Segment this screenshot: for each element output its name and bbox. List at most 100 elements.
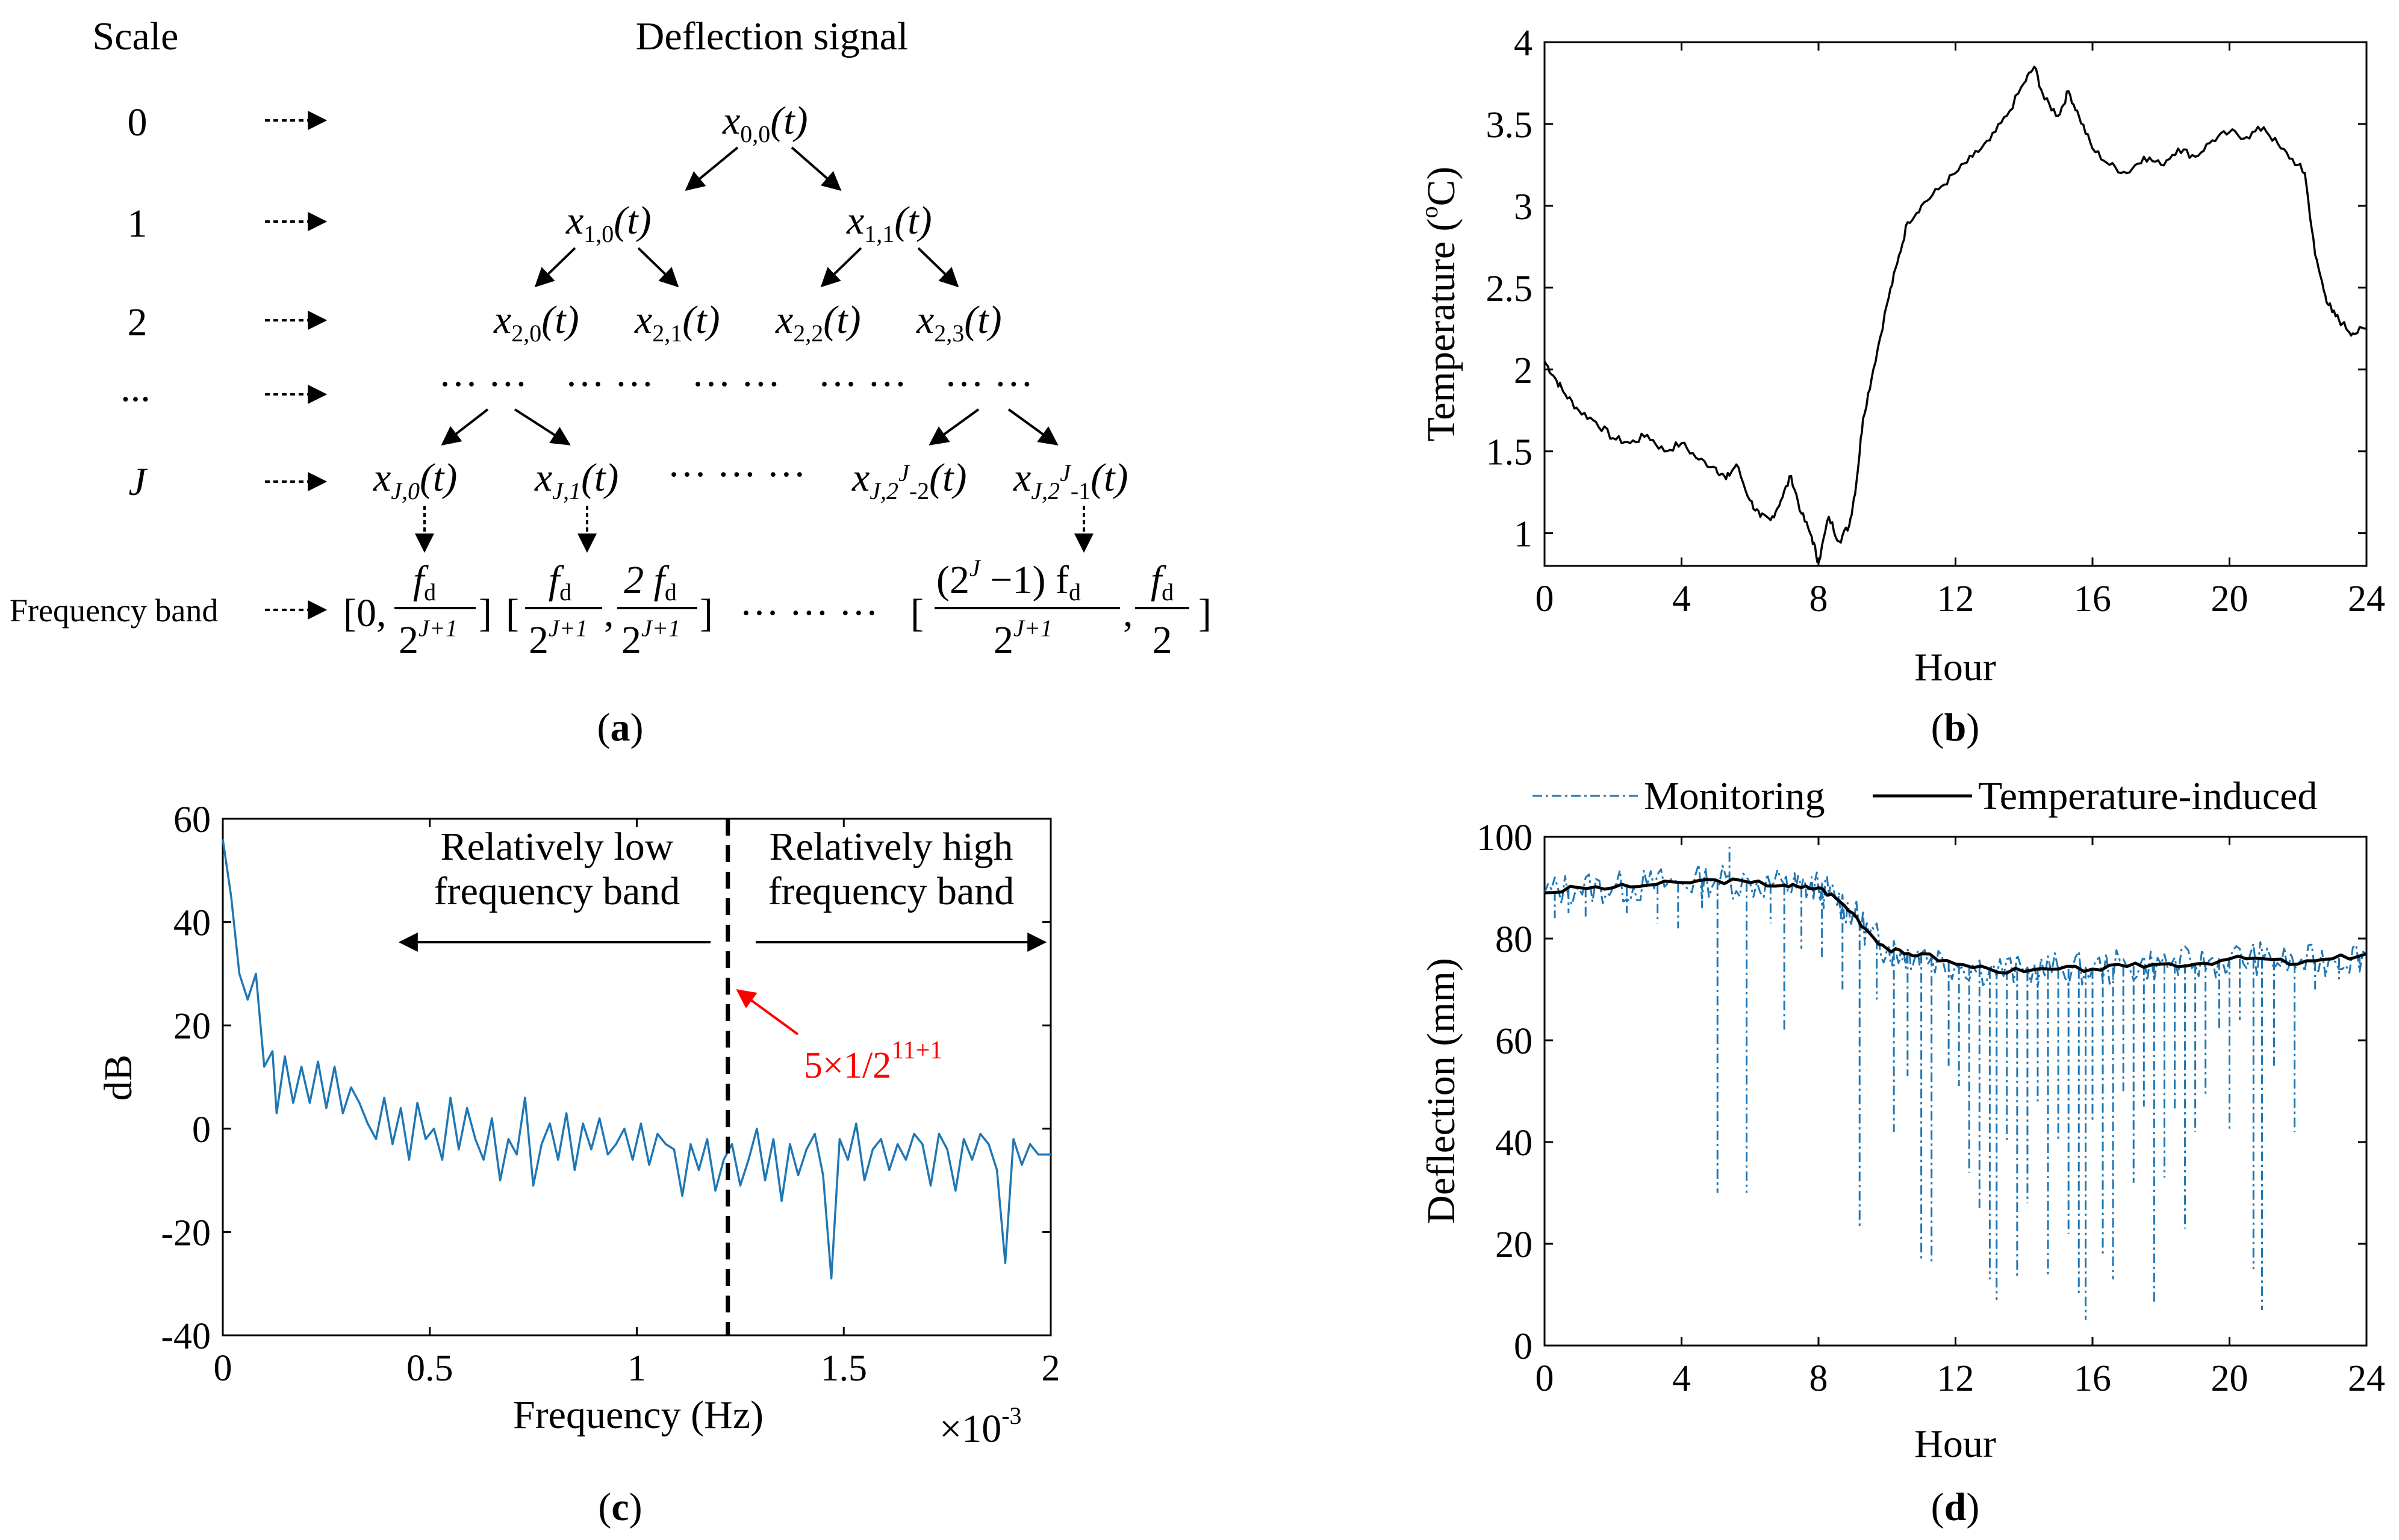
plot-frame-b <box>1543 41 2368 567</box>
node-x21: x2,1(t) <box>634 298 720 347</box>
x-tick-label-c-1: 0.5 <box>406 1348 453 1389</box>
x-tick-label-b-4: 16 <box>2074 579 2111 619</box>
band-down-arrows <box>415 506 1094 553</box>
band3-open: [ <box>910 591 924 635</box>
band3-den: 2J+1 <box>994 615 1053 662</box>
legend-label-monitoring: Monitoring <box>1644 774 1825 818</box>
annotation-low-line1: Relatively low <box>441 825 674 869</box>
caption-d: (d) <box>1931 1485 1980 1529</box>
y-axis-label-d: Deflection (mm) <box>1419 958 1463 1224</box>
node-x22: x2,2(t) <box>775 298 861 347</box>
annotation-high-line1: Relatively high <box>769 825 1013 869</box>
frequency-bands: [0, fd 2J+1 ] [ fd 2J+1 , 2 fd 2J+1 ] ··… <box>343 554 1212 662</box>
band3-num: (2J −1) fd <box>936 554 1081 606</box>
y-tick-label-b-6: 4 <box>1514 23 1532 64</box>
x-tick-label-d-0: 0 <box>1536 1358 1554 1399</box>
dots-1: ··· ··· <box>438 362 527 406</box>
plot-frame-d <box>1543 836 2368 1347</box>
series-line-spectrum <box>222 839 1051 1280</box>
node-x10: x1,0(t) <box>565 199 652 247</box>
node-x11: x1,1(t) <box>846 199 932 247</box>
x-tick-label-d-1: 4 <box>1672 1358 1691 1399</box>
frequency-band-label: Frequency band <box>10 592 218 629</box>
tree-arrow-10-21 <box>637 247 679 288</box>
x-tick-label-b-6: 24 <box>2348 579 2385 619</box>
caption-a: (a) <box>597 706 644 750</box>
y-tick-label-c-0: -40 <box>161 1316 211 1357</box>
panel-d-chart: 0 4 8 12 16 20 24 0 20 40 60 80 100 Monitoring Tempe… <box>1419 774 2385 1529</box>
tree-arrows <box>441 146 1059 446</box>
x-tick-label-c-2: 1 <box>627 1348 646 1389</box>
tree-arrow-dots-j1 <box>514 408 571 446</box>
x-axis-label-c: Frequency (Hz) <box>513 1393 764 1437</box>
x-tick-label-b-0: 0 <box>1536 579 1554 619</box>
dots-4: ··· ··· <box>818 362 907 406</box>
tree-nodes: x0,0(t) x1,0(t) x1,1(t) x2,0(t) x2,1(t) … <box>373 99 1128 505</box>
dots-2: ··· ··· <box>565 362 654 406</box>
band2-den-left: 2J+1 <box>529 615 588 662</box>
band2-num-right: 2 fd <box>624 558 677 606</box>
x-tick-label-d-6: 24 <box>2348 1358 2385 1399</box>
y-tick-label-c-2: 0 <box>192 1110 211 1150</box>
series-line-temperature <box>1543 66 2367 564</box>
node-x23: x2,3(t) <box>916 298 1002 347</box>
x-tick-label-d-5: 20 <box>2211 1358 2248 1399</box>
y-tick-label-d-3: 60 <box>1495 1021 1532 1062</box>
y-tick-label-b-2: 2 <box>1514 350 1532 391</box>
x-tick-label-b-5: 20 <box>2211 579 2248 619</box>
monitoring-spikes <box>1554 846 2361 1320</box>
band1-den: 2J+1 <box>399 615 458 662</box>
band1-close: ] <box>479 591 492 635</box>
x-tick-label-b-1: 4 <box>1672 579 1691 619</box>
x-axis-label-d: Hour <box>1914 1422 1996 1466</box>
series-line-temperature-induced <box>1544 877 2367 975</box>
caption-c: (c) <box>598 1485 642 1529</box>
y-axis-label-b: Temperature (oC) <box>1416 167 1463 442</box>
x-tick-label-c-3: 1.5 <box>821 1348 868 1389</box>
band-ellipsis: ··· ··· ··· <box>739 591 879 635</box>
band2-den-right: 2J+1 <box>621 615 680 662</box>
x-tick-label-d-3: 12 <box>1937 1358 1974 1399</box>
tree-arrow-dots-j0 <box>441 408 489 446</box>
tree-dots-row: ··· ··· ··· ··· ··· ··· ··· ··· ··· ··· <box>438 362 1033 406</box>
scale-label-2: 2 <box>128 300 148 344</box>
annotation-high-line2: frequency band <box>768 869 1015 913</box>
panel-c-chart: 0 0.5 1 1.5 2 -40 -20 0 20 40 60 Relatively low fr… <box>96 799 1060 1529</box>
x-tick-label-d-4: 16 <box>2074 1358 2111 1399</box>
cutoff-annotation-text: 5×1/211+1 <box>804 1037 942 1086</box>
y-tick-label-c-3: 20 <box>173 1006 211 1047</box>
y-tick-label-d-1: 20 <box>1495 1225 1532 1265</box>
band3-close: ] <box>1198 591 1212 635</box>
y-tick-label-b-3: 2.5 <box>1486 269 1533 309</box>
legend-label-temperature-induced: Temperature-induced <box>1978 774 2317 818</box>
x-tick-label-b-2: 8 <box>1809 579 1828 619</box>
band3-num2: fd <box>1151 558 1174 606</box>
legend-d: Monitoring Temperature-induced <box>1532 774 2317 818</box>
axis-ticks-d: 0 4 8 12 16 20 24 0 20 40 60 80 100 <box>1476 818 2385 1399</box>
y-tick-label-d-5: 100 <box>1476 818 1532 858</box>
x-tick-label-c-4: 2 <box>1042 1348 1060 1389</box>
x-axis-multiplier-c: ×10-3 <box>939 1402 1022 1451</box>
node-xj3: xJ,2J-1(t) <box>1013 456 1128 505</box>
y-tick-label-c-1: -20 <box>161 1212 211 1253</box>
band3-comma: , <box>1123 591 1133 635</box>
tree-arrow-10-20 <box>534 247 576 288</box>
tree-arrow-00-10 <box>685 146 739 191</box>
annotation-low-line2: frequency band <box>434 869 680 913</box>
tree-arrow-dots-j2 <box>929 408 980 446</box>
dots-5: ··· ··· <box>944 362 1033 406</box>
y-tick-label-d-2: 40 <box>1495 1123 1532 1164</box>
node-xj1: xJ,1(t) <box>534 456 618 505</box>
x-axis-label-b: Hour <box>1914 645 1996 689</box>
y-tick-label-d-0: 0 <box>1514 1326 1532 1367</box>
band1-num: fd <box>413 558 436 606</box>
tree-arrow-dots-j3 <box>1007 408 1059 446</box>
scale-label-dots: ... <box>120 366 151 410</box>
y-tick-label-b-4: 3 <box>1514 187 1532 228</box>
y-tick-label-d-4: 80 <box>1495 919 1532 960</box>
scale-header: Scale <box>93 14 179 58</box>
scale-label-1: 1 <box>128 202 148 246</box>
x-tick-label-c-0: 0 <box>214 1348 232 1389</box>
axis-ticks-c: 0 0.5 1 1.5 2 -40 -20 0 20 40 60 <box>161 799 1060 1389</box>
node-xj2: xJ,2J-2(t) <box>851 456 966 505</box>
